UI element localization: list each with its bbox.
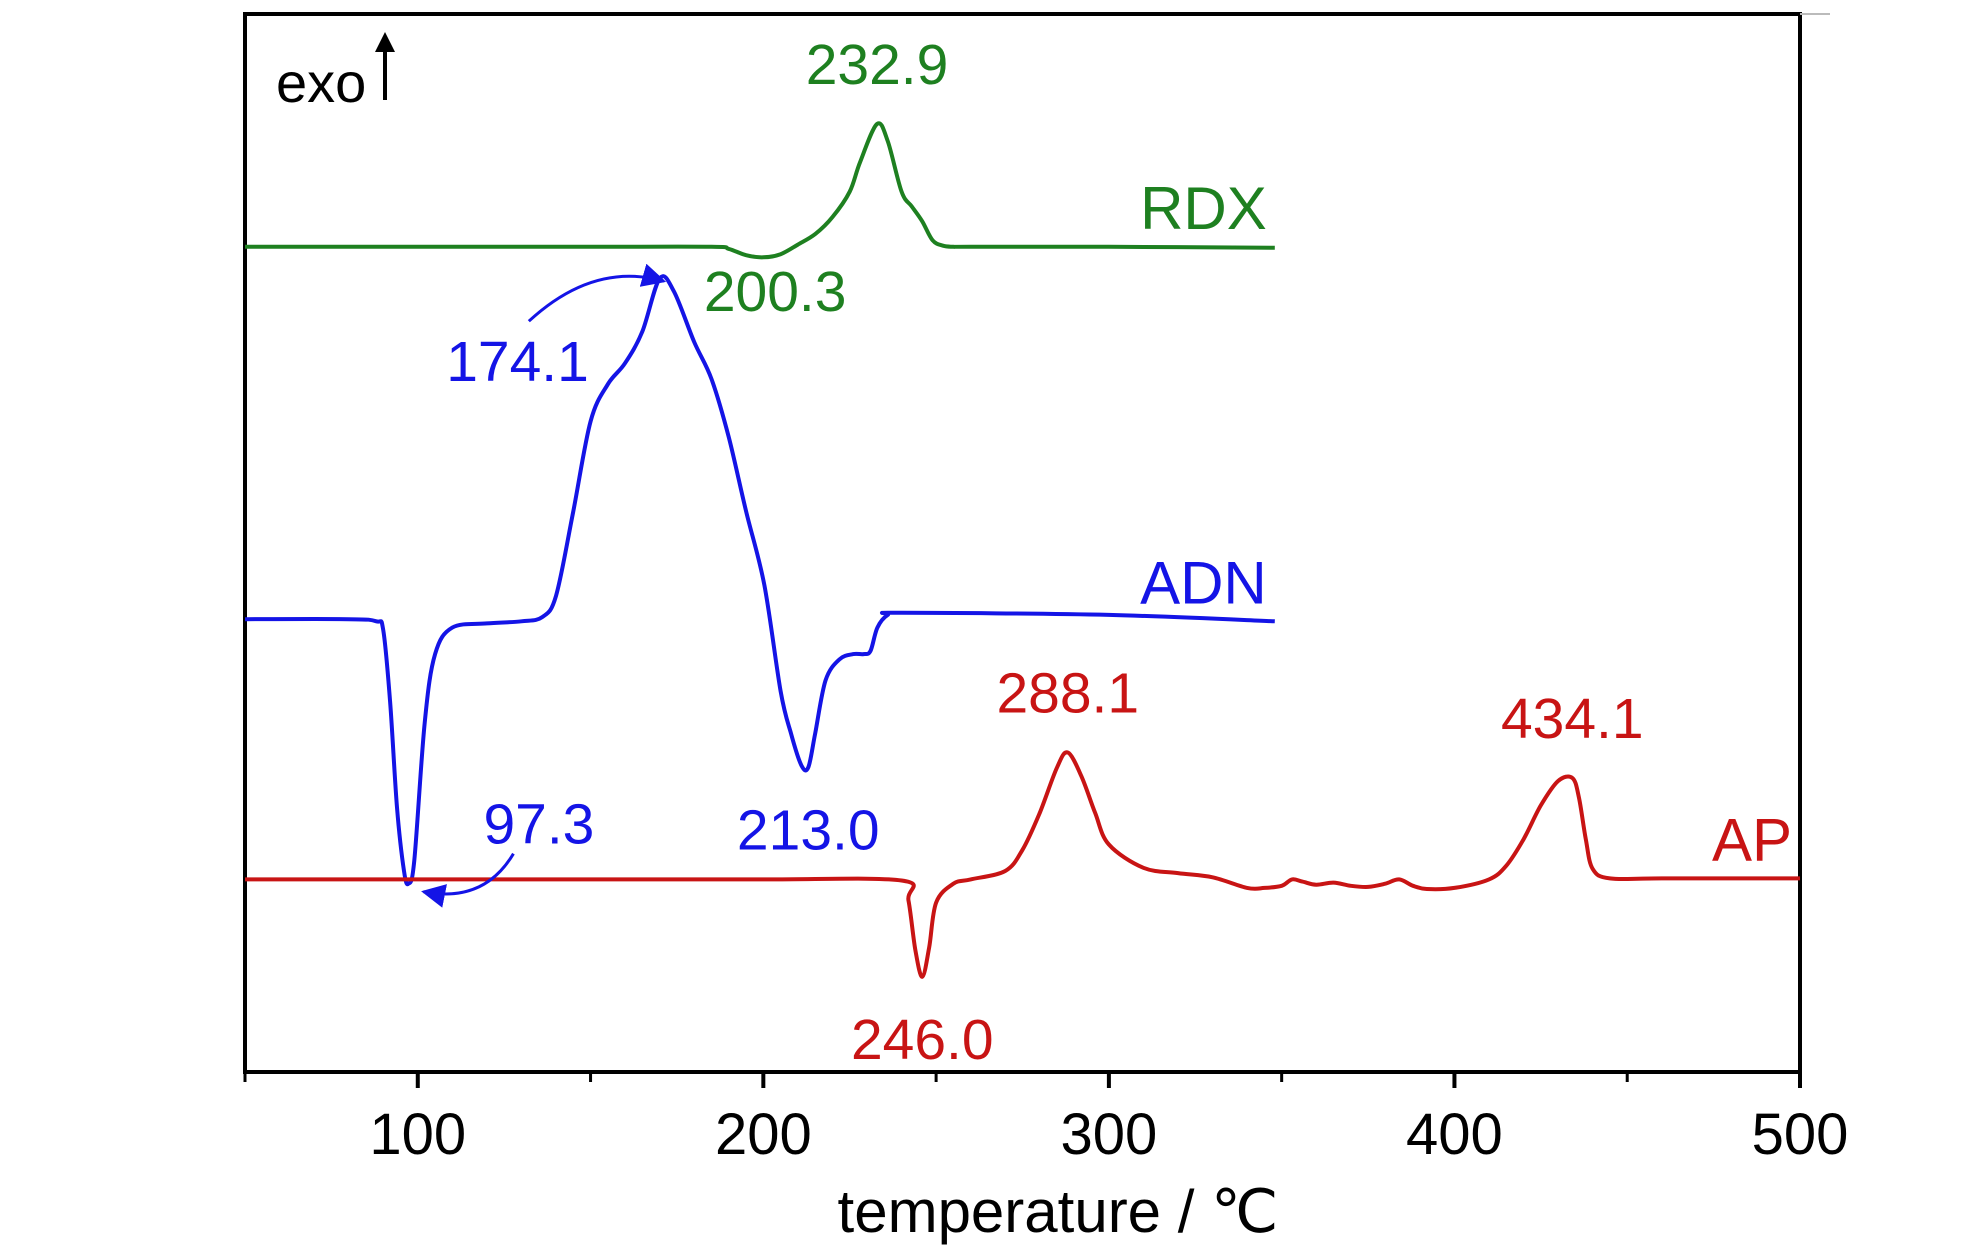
series-lines (244, 121, 1800, 979)
exo-arrowhead-icon (375, 32, 395, 52)
series-label-adn: ADN (1140, 549, 1267, 616)
series-label-rdx: RDX (1140, 175, 1267, 242)
peak-label-288-1: 288.1 (996, 661, 1139, 725)
series-line-ap (245, 750, 1800, 979)
series-line-rdx (244, 121, 1275, 260)
plot-frame (243, 12, 1802, 1074)
exo-label: exo (276, 51, 366, 114)
peak-label-200-3: 200.3 (704, 260, 847, 324)
exo-indicator: exo (276, 32, 395, 114)
peak-label-97-3: 97.3 (483, 793, 594, 857)
peak-annotations: 232.9 200.3 174.1 97.3 213.0 288.1 246.0 434.1 (421, 33, 1644, 1072)
peak-label-232-9: 232.9 (806, 33, 949, 97)
peak-label-246-0: 246.0 (851, 1008, 994, 1072)
x-tick-label-200: 200 (715, 1102, 812, 1167)
x-tick-label-300: 300 (1060, 1102, 1157, 1167)
x-tick-label-100: 100 (369, 1102, 466, 1167)
series-labels: RDX ADN AP (1140, 175, 1792, 874)
x-axis-ticks (243, 1072, 1802, 1088)
x-axis-label: temperature / ℃ (838, 1178, 1279, 1245)
x-axis-tick-labels: 100 200 300 400 500 (369, 1102, 1848, 1167)
series-line-adn (244, 274, 1275, 887)
x-tick-label-400: 400 (1406, 1102, 1503, 1167)
peak-arrow-97-3 (421, 852, 515, 908)
peak-label-174-1: 174.1 (446, 330, 589, 394)
x-tick-label-500: 500 (1752, 1102, 1849, 1167)
peak-arrow-174-1 (527, 263, 667, 323)
peak-label-434-1: 434.1 (1501, 687, 1644, 751)
peak-label-213-0: 213.0 (737, 798, 880, 862)
series-label-ap: AP (1712, 806, 1792, 873)
